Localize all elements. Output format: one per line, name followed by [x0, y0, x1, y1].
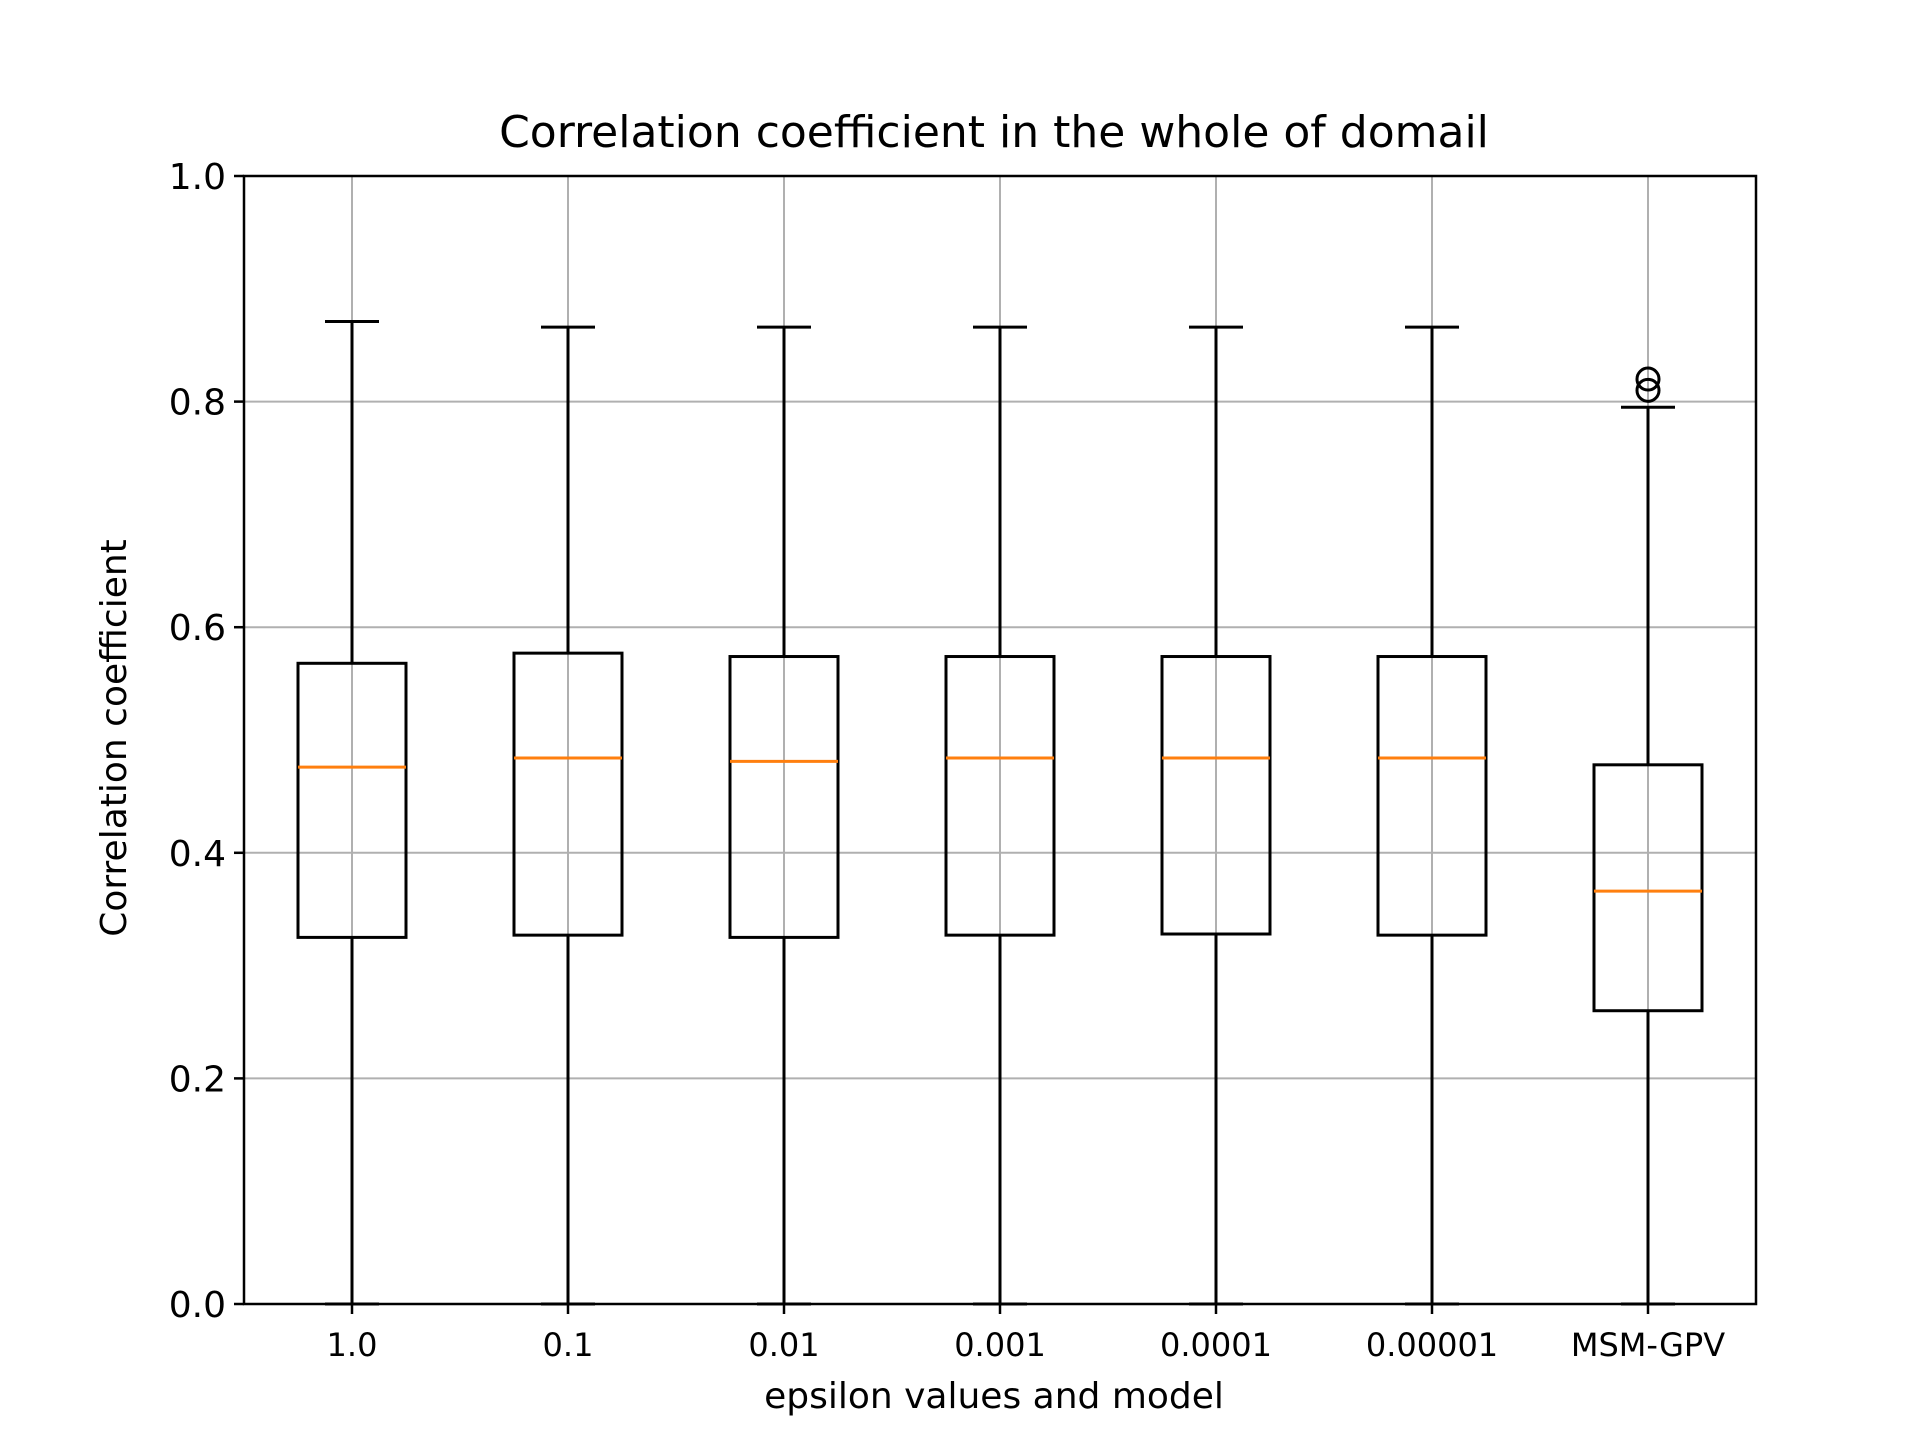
box-1.0	[296, 320, 408, 1306]
y-tick-label: 0.2	[169, 1059, 226, 1100]
y-tick-label: 0.6	[169, 608, 226, 649]
axes: 0.0 0.2 0.4 0.6 0.8 1.0 1.0 0.1 0.01 0.001 0.0001 0…	[169, 157, 1758, 1364]
x-tick-label: 0.001	[954, 1326, 1046, 1364]
box-0.01	[728, 325, 840, 1306]
y-axis-label: Correlation coefficient	[94, 539, 135, 937]
y-tick-label: 0.4	[169, 834, 226, 875]
box-0.001	[944, 325, 1056, 1306]
iqr-box	[296, 661, 408, 939]
x-axis-label: epsilon values and model	[764, 1376, 1224, 1417]
y-tick-label: 1.0	[169, 157, 226, 198]
iqr-box	[512, 651, 624, 937]
x-tick-label: 1.0	[327, 1326, 378, 1364]
iqr-box	[944, 655, 1056, 937]
iqr-box	[1160, 655, 1272, 936]
box-series	[296, 320, 1704, 1306]
y-tick-label: 0.8	[169, 383, 226, 424]
y-tick-label: 0.0	[169, 1285, 226, 1326]
x-tick-label: MSM-GPV	[1571, 1326, 1725, 1364]
x-tick-label: 0.01	[748, 1326, 819, 1364]
iqr-box	[1376, 655, 1488, 937]
iqr-box	[1592, 763, 1704, 1013]
box-MSM-GPV	[1592, 366, 1704, 1306]
iqr-box	[728, 655, 840, 939]
x-tick-label: 0.1	[543, 1326, 594, 1364]
x-tick-label: 0.0001	[1160, 1326, 1272, 1364]
chart-title: Correlation coefficient in the whole of …	[499, 107, 1489, 158]
x-tick-label: 0.00001	[1366, 1326, 1498, 1364]
outlier-point	[1635, 366, 1661, 392]
outlier-point	[1635, 377, 1661, 403]
